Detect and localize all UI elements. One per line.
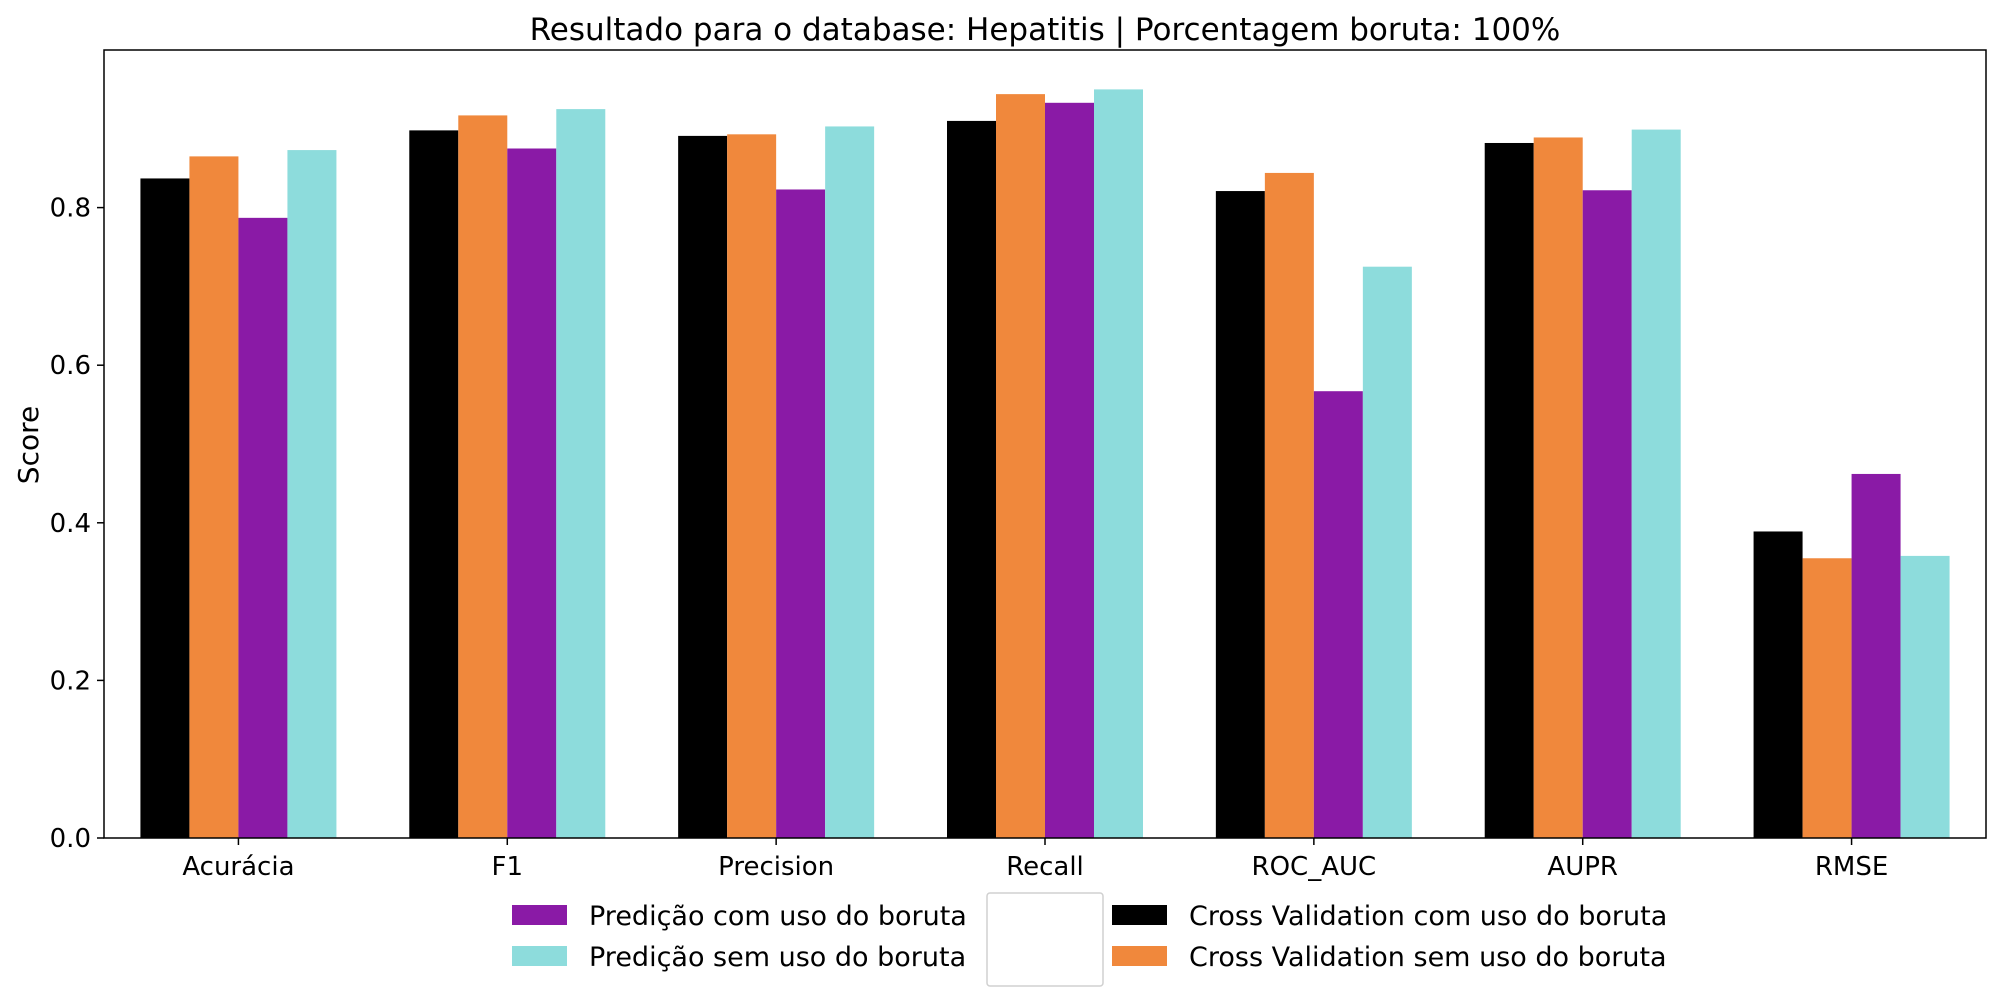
y-tick-label: 0.6	[50, 351, 91, 381]
x-tick-label: Precision	[718, 852, 834, 882]
bar-precision-series-0	[678, 135, 728, 839]
x-tick-label: ROC_AUC	[1252, 852, 1377, 882]
bar-roc-auc-series-0	[1215, 191, 1265, 838]
legend-frame	[986, 892, 1104, 987]
bar-acur-cia-series-1	[189, 156, 239, 838]
bar-recall-series-1	[996, 94, 1045, 839]
y-tick-label: 0.4	[50, 509, 91, 539]
bar-rmse-series-3	[1900, 555, 1950, 838]
bar-roc-auc-series-3	[1362, 266, 1412, 838]
bar-acur-cia-series-0	[140, 178, 190, 839]
y-tick-label: 0.0	[50, 824, 91, 854]
legend-label: Cross Validation sem uso do boruta	[1189, 942, 1667, 973]
legend-swatch	[1112, 905, 1167, 925]
bar-aupr-series-3	[1631, 129, 1681, 838]
bar-f1-series-3	[556, 109, 606, 839]
bar-aupr-series-0	[1484, 142, 1534, 838]
bar-aupr-series-1	[1533, 137, 1583, 838]
x-tick-label: AUPR	[1547, 852, 1618, 882]
x-tick-label: Acurácia	[182, 852, 294, 882]
legend-label: Cross Validation com uso do boruta	[1189, 901, 1667, 932]
y-tick-label: 0.2	[50, 666, 91, 696]
legend: Predição com uso do boruta Predição sem u…	[512, 892, 1667, 987]
bar-rmse-series-1	[1802, 558, 1852, 838]
legend-label: Predição sem uso do boruta	[589, 942, 966, 973]
legend-swatch	[1112, 946, 1167, 966]
bar-f1-series-1	[458, 115, 508, 839]
plot-area: Acurácia F1 Precision Recall ROC_AUC AUPR RMSE…	[50, 49, 1987, 882]
legend-swatch	[512, 905, 567, 925]
bar-recall-series-3	[1094, 89, 1143, 838]
bar-f1-series-2	[507, 148, 557, 838]
bar-precision-series-3	[825, 126, 875, 839]
bar-recall-series-2	[1045, 102, 1094, 838]
bar-precision-series-1	[727, 134, 777, 839]
x-tick-label: Recall	[1006, 852, 1084, 882]
y-tick-label: 0.8	[50, 194, 91, 224]
bar-precision-series-2	[776, 189, 826, 838]
bar-roc-auc-series-1	[1264, 172, 1314, 839]
bar-rmse-series-2	[1851, 473, 1901, 838]
bar-acur-cia-series-3	[287, 150, 337, 839]
x-tick-label: RMSE	[1815, 852, 1888, 882]
chart-title: Resultado para o database: Hepatitis | P…	[530, 12, 1561, 48]
bar-aupr-series-2	[1582, 190, 1632, 838]
bar-rmse-series-0	[1753, 531, 1803, 838]
bar-roc-auc-series-2	[1313, 391, 1363, 838]
x-tick-label: F1	[492, 852, 524, 882]
legend-label: Predição com uso do boruta	[589, 901, 967, 932]
plot-frame	[103, 49, 1987, 839]
bar-recall-series-0	[947, 120, 996, 839]
bar-acur-cia-series-2	[238, 217, 288, 838]
bar-f1-series-0	[409, 130, 459, 839]
y-axis-label: Score	[12, 406, 45, 484]
legend-swatch	[512, 946, 567, 966]
